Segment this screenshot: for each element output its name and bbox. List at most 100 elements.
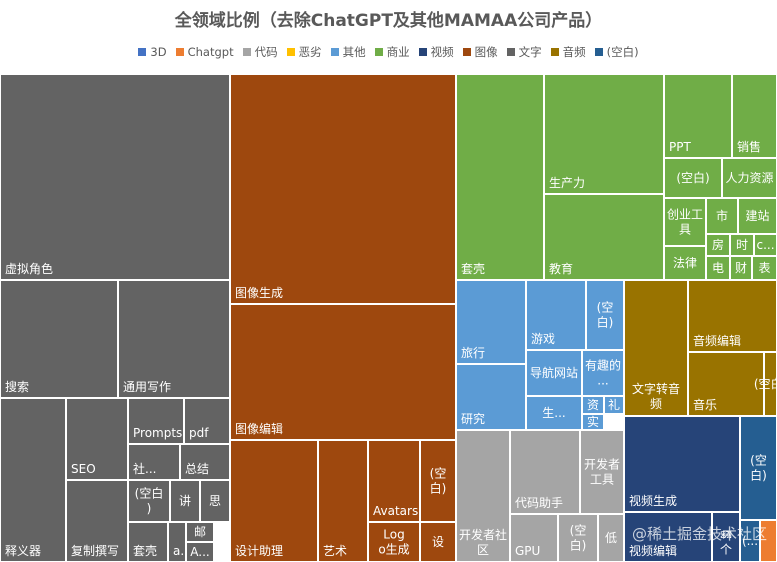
tile-label: 视频编辑: [629, 543, 677, 558]
treemap-tile: [457, 431, 509, 561]
tile-label: 音乐: [693, 397, 717, 412]
treemap-tile: [733, 75, 776, 157]
treemap-tile: [713, 538, 739, 561]
tile-label: (...: [742, 534, 758, 548]
legend-item: 其他: [330, 44, 366, 60]
tile-label: 开发者: [584, 457, 620, 472]
treemap-tile: [741, 521, 759, 561]
legend-label: 3D: [150, 45, 167, 59]
tile-label: 资: [587, 398, 599, 412]
treemap-tile: [527, 281, 585, 349]
tile-label: 区: [477, 543, 489, 557]
tile-label: 导航网站: [530, 365, 578, 380]
treemap-tile: [511, 431, 579, 513]
treemap-tile: [119, 281, 229, 397]
tile-label: 个: [720, 543, 732, 557]
tile-label: 市: [716, 208, 728, 223]
treemap-tile: [511, 515, 557, 561]
treemap-tile: [187, 543, 213, 561]
treemap-tile: [231, 75, 455, 303]
treemap-tile: [739, 199, 776, 233]
treemap-tile: [527, 351, 581, 395]
treemap-tile: [67, 481, 127, 561]
treemap-tile: [707, 257, 729, 279]
tile-label: PPT: [669, 140, 691, 154]
tile-label: 套壳: [133, 544, 157, 558]
treemap-tile: [129, 445, 179, 479]
tile-label: Avatars: [373, 504, 418, 518]
tile-label: ...: [597, 374, 608, 388]
legend-label: 其他: [342, 45, 366, 59]
legend-label: 文字: [518, 45, 542, 59]
treemap-tile: [1, 399, 65, 561]
legend-swatch: [374, 48, 383, 56]
treemap-tile: [665, 199, 705, 245]
tile-label: 开发者社: [459, 527, 507, 542]
tile-label: o生成: [378, 543, 409, 557]
tile-label: 视频生成: [629, 493, 677, 508]
treemap-tile: [421, 523, 455, 561]
treemap-tile: [201, 481, 229, 521]
legend-swatch: [594, 48, 603, 56]
legend-label: 代码: [254, 45, 278, 59]
legend-label: 音频: [562, 45, 586, 59]
tile-label: 具: [679, 223, 691, 237]
tile-label: 文字转音: [632, 381, 680, 396]
treemap-tile: [457, 365, 525, 429]
tile-label: 生产力: [549, 176, 585, 190]
legend-item: 音频: [550, 44, 586, 60]
legend-item: 视频: [418, 44, 454, 60]
tile-label: 实: [587, 414, 599, 429]
tile-label: 讲: [179, 493, 191, 508]
treemap-tile: [1, 75, 229, 279]
treemap-tile: [731, 235, 753, 255]
legend-label: Chatgpt: [187, 45, 234, 59]
treemap-tile: [421, 441, 455, 521]
treemap-tile: [707, 199, 737, 233]
treemap-tile: [231, 305, 455, 439]
treemap-tile: [129, 399, 183, 443]
tile-label: 套壳: [461, 262, 485, 276]
tile-label: 搜索: [5, 379, 29, 394]
legend: 3D Chatgpt 代码 恶劣 其他 商业 视频 图像 文字 音频 (空白): [0, 44, 777, 60]
tile-label: 工具: [590, 473, 614, 487]
tile-label: (空白): [676, 170, 709, 185]
tile-label: 总结: [185, 462, 209, 476]
legend-swatch: [242, 48, 251, 56]
legend-item: (空白): [594, 44, 639, 60]
tile-label: 白): [430, 481, 447, 496]
legend-swatch: [175, 48, 184, 56]
tile-label: 白): [750, 468, 767, 483]
tile-label: 有趣的: [585, 358, 621, 373]
tile-label: 思: [209, 494, 221, 508]
legend-swatch: [330, 48, 339, 56]
legend-item: 文字: [506, 44, 542, 60]
treemap-tile: [545, 195, 663, 279]
treemap-tile: [527, 397, 581, 429]
treemap-tile: [741, 417, 776, 519]
tile-label: 艺术: [323, 544, 347, 558]
tile-label: 释义器: [5, 544, 41, 558]
tile-label: 礼: [608, 397, 620, 412]
treemap-tile: [689, 353, 763, 415]
tile-label: pdf: [189, 426, 209, 440]
tile-label: 通用写作: [123, 380, 171, 394]
tile-label: (空白): [754, 376, 777, 391]
treemap-tile: [723, 159, 776, 197]
treemap-tile: [231, 441, 317, 561]
treemap-tile: [1, 281, 117, 397]
treemap-tile: [369, 523, 419, 561]
legend-label: 图像: [474, 45, 498, 59]
treemap-tile: [761, 521, 776, 561]
tile-label: 邮: [194, 525, 206, 539]
tile-label: 低: [605, 531, 617, 545]
tile-label: GPU: [515, 544, 540, 558]
tile-label: (空: [750, 454, 767, 468]
tile-label: 旅行: [461, 346, 485, 360]
treemap-tile: [181, 445, 229, 479]
legend-item: 商业: [374, 44, 410, 60]
tile-label: 人力资源: [725, 171, 773, 185]
treemap-tile: [185, 399, 229, 443]
legend-swatch: [138, 48, 147, 56]
legend-swatch: [286, 48, 295, 56]
